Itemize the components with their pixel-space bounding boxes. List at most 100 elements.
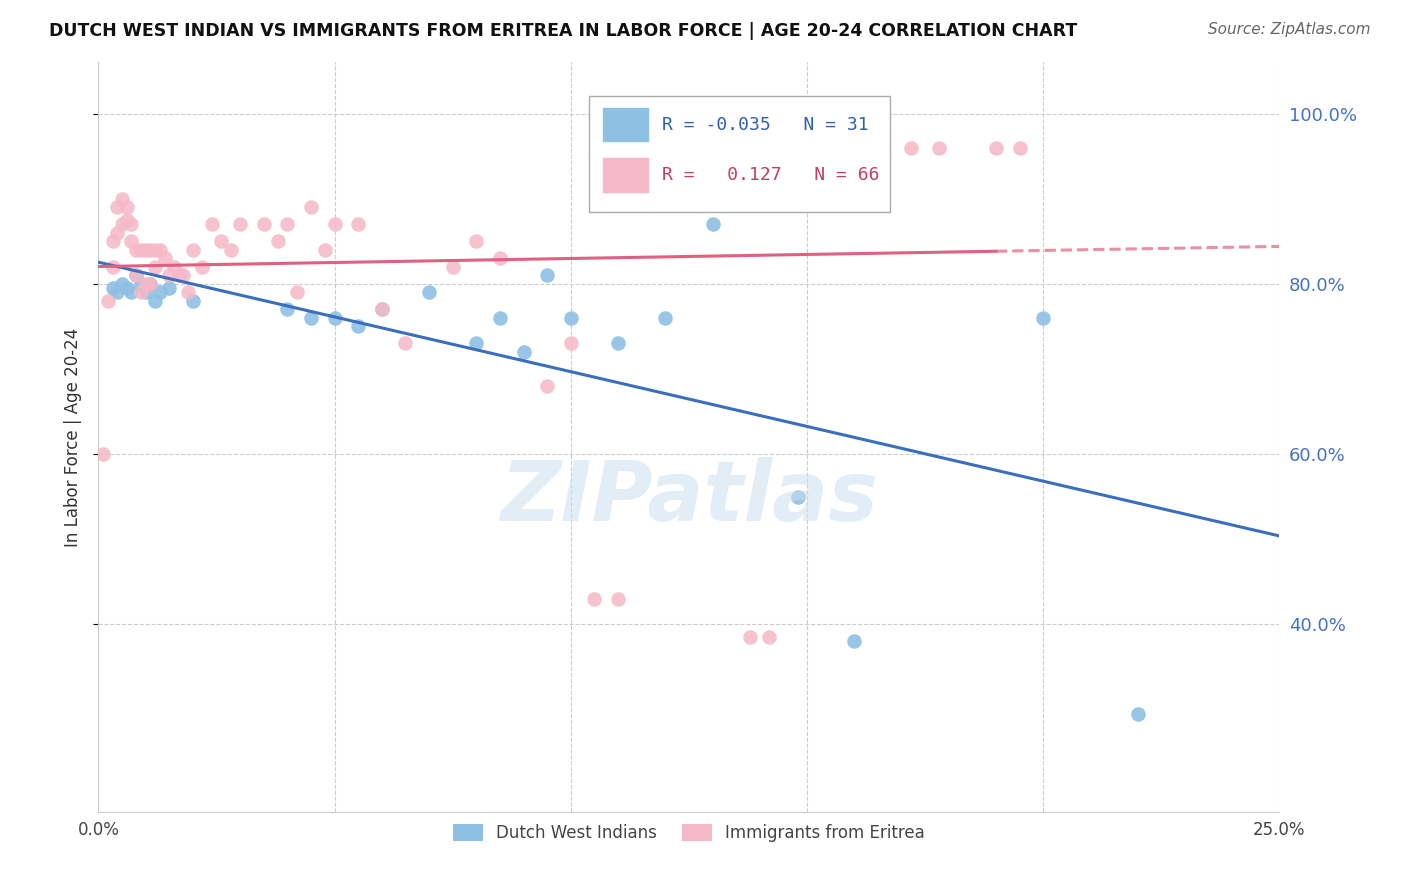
Point (149, 243, 172, 257)
Point (702, 217, 724, 231)
Point (371, 302, 394, 317)
Point (101, 260, 124, 274)
Point (347, 319, 370, 334)
Point (143, 293, 166, 308)
Legend: Dutch West Indians, Immigrants from Eritrea: Dutch West Indians, Immigrants from Erit… (446, 817, 932, 848)
Point (209, 234, 232, 248)
Point (163, 260, 186, 274)
Point (654, 310, 676, 325)
Point (465, 234, 488, 248)
Point (418, 285, 440, 300)
Point (852, 140, 875, 154)
Point (219, 243, 242, 257)
Point (285, 285, 308, 300)
Point (371, 302, 394, 317)
Point (121, 217, 143, 231)
Bar (603, 158, 648, 192)
Point (97, 293, 120, 308)
Point (105, 226, 128, 240)
Point (201, 217, 224, 231)
Text: R = -0.035   N = 31: R = -0.035 N = 31 (662, 116, 869, 134)
Point (153, 252, 176, 266)
Text: ZIPatlas: ZIPatlas (501, 457, 877, 538)
Point (177, 285, 200, 300)
Point (267, 234, 290, 248)
Point (121, 285, 143, 300)
Point (607, 336, 630, 351)
Point (786, 490, 808, 504)
Bar (603, 108, 648, 142)
Point (1032, 310, 1054, 325)
Point (583, 591, 606, 606)
Point (536, 268, 558, 283)
Point (129, 277, 152, 291)
Point (1126, 706, 1149, 721)
Point (489, 310, 512, 325)
Point (560, 310, 582, 325)
Point (139, 277, 162, 291)
Point (115, 281, 138, 295)
Point (323, 217, 346, 231)
Text: Source: ZipAtlas.com: Source: ZipAtlas.com (1208, 22, 1371, 37)
Point (489, 252, 512, 266)
Point (167, 268, 190, 283)
Point (101, 281, 124, 295)
Point (121, 234, 143, 248)
Point (560, 336, 582, 351)
Point (125, 268, 148, 283)
Point (129, 285, 152, 300)
Point (1008, 140, 1031, 154)
Point (91, 447, 114, 461)
Point (181, 293, 204, 308)
Y-axis label: In Labor Force | Age 20-24: In Labor Force | Age 20-24 (65, 327, 83, 547)
Point (125, 268, 148, 283)
Point (692, 140, 714, 154)
FancyBboxPatch shape (589, 96, 890, 212)
Point (191, 260, 214, 274)
Point (253, 217, 276, 231)
Point (143, 243, 166, 257)
Point (101, 234, 124, 248)
Text: DUTCH WEST INDIAN VS IMMIGRANTS FROM ERITREA IN LABOR FORCE | AGE 20-24 CORRELAT: DUTCH WEST INDIAN VS IMMIGRANTS FROM ERI… (49, 22, 1077, 40)
Point (125, 243, 148, 257)
Point (149, 285, 172, 300)
Point (111, 192, 134, 206)
Point (229, 217, 252, 231)
Point (928, 140, 950, 154)
Point (323, 310, 346, 325)
Point (135, 285, 157, 300)
Point (115, 213, 138, 227)
Point (844, 634, 866, 648)
Point (299, 200, 322, 214)
Point (135, 277, 157, 291)
Point (654, 140, 676, 154)
Point (115, 200, 138, 214)
Point (111, 217, 134, 231)
Point (129, 243, 152, 257)
Point (157, 268, 180, 283)
Point (172, 268, 194, 283)
Point (984, 140, 1007, 154)
Point (607, 591, 630, 606)
Point (678, 140, 700, 154)
Point (630, 140, 652, 154)
Point (394, 336, 416, 351)
Point (157, 281, 180, 295)
Text: R =   0.127   N = 66: R = 0.127 N = 66 (662, 166, 879, 184)
Point (758, 630, 780, 644)
Point (465, 336, 488, 351)
Point (299, 310, 322, 325)
Point (347, 217, 370, 231)
Point (441, 260, 464, 274)
Point (139, 243, 162, 257)
Point (314, 243, 336, 257)
Point (276, 302, 298, 317)
Point (711, 140, 734, 154)
Point (143, 260, 166, 274)
Point (276, 217, 298, 231)
Point (135, 243, 157, 257)
Point (111, 277, 134, 291)
Point (105, 200, 128, 214)
Point (900, 140, 922, 154)
Point (786, 140, 808, 154)
